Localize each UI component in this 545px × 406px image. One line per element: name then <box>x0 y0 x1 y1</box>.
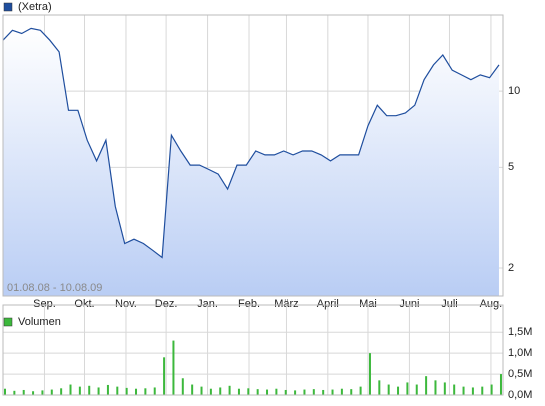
x-tick-label: Sep. <box>33 298 56 310</box>
x-tick-label: Okt. <box>74 298 94 310</box>
legend-swatch <box>3 2 13 12</box>
date-range: 01.08.08 - 10.08.09 <box>7 282 102 294</box>
volume-bar <box>219 387 222 395</box>
volume-bar <box>181 378 184 395</box>
volume-bar <box>153 387 156 395</box>
volume-bar <box>415 384 418 395</box>
volume-bar <box>191 384 194 395</box>
volume-bar <box>443 382 446 395</box>
volume-bar <box>425 376 428 395</box>
volume-bar <box>275 388 278 395</box>
volume-bar <box>106 384 109 395</box>
volume-bar <box>331 389 334 395</box>
volume-bar <box>397 386 400 395</box>
legend-swatch <box>3 317 13 327</box>
x-tick-label: März <box>274 298 298 310</box>
x-tick-label: Nov. <box>115 298 137 310</box>
volume-bar <box>378 380 381 395</box>
volume-bar <box>209 388 212 395</box>
volume-bar <box>41 390 44 395</box>
x-tick-label: Juni <box>399 298 419 310</box>
price-line <box>2 27 500 259</box>
volume-bar <box>69 384 72 395</box>
volume-bar <box>125 387 128 395</box>
y-tick-label: 0,5M <box>508 368 532 380</box>
volume-bar <box>88 385 91 395</box>
volume-bar <box>434 380 437 395</box>
volume-bar <box>284 389 287 395</box>
volume-bar <box>228 385 231 395</box>
volume-bar <box>312 389 315 395</box>
plot-frame <box>2 14 504 297</box>
volume-bar <box>247 388 250 395</box>
volume-bar <box>256 389 259 395</box>
volume-bar <box>481 386 484 395</box>
x-tick-label: Aug. <box>480 298 503 310</box>
y-tick-label: 5 <box>508 161 514 173</box>
volume-bar <box>135 388 138 395</box>
volume-bar <box>163 357 166 395</box>
volume-bar <box>78 386 81 395</box>
volume-bar <box>359 386 362 395</box>
volume-bar <box>4 388 6 395</box>
volume-bar <box>471 387 474 395</box>
volume-bar <box>303 389 306 395</box>
volume-bar <box>32 391 35 395</box>
x-tick-label: April <box>317 298 339 310</box>
y-tick-label: 0,0M <box>508 389 532 401</box>
x-tick-label: Juli <box>441 298 458 310</box>
volume-bar <box>406 382 409 395</box>
x-tick-label: Mai <box>359 298 377 310</box>
volume-bar <box>322 389 325 395</box>
plot-frame <box>2 304 504 396</box>
volume-bar <box>294 390 297 395</box>
volume-bar <box>453 384 456 395</box>
volume-bar <box>368 353 371 395</box>
y-tick-label: 10 <box>508 85 520 97</box>
x-tick-label: Jan. <box>197 298 218 310</box>
volume-bar <box>387 384 390 395</box>
volume-bar <box>350 389 353 395</box>
volume-bar <box>172 340 175 395</box>
area <box>3 28 499 297</box>
volume-bar <box>116 386 119 395</box>
volume-bar <box>13 390 16 395</box>
x-tick-label: Feb. <box>238 298 260 310</box>
volume-bar <box>462 386 465 395</box>
y-tick-label: 1,5M <box>508 326 532 338</box>
volume-bar <box>340 388 343 395</box>
volume-bar <box>144 388 147 395</box>
y-tick-label: 1,0M <box>508 347 532 359</box>
volume-bar <box>97 387 100 395</box>
x-tick-label: Dez. <box>155 298 178 310</box>
volume-bar <box>490 384 493 395</box>
legend-label: Volumen <box>18 316 61 328</box>
volume-bar <box>237 388 240 395</box>
volume-bar <box>266 389 269 395</box>
volume-bar <box>60 388 63 395</box>
volume-bar <box>50 389 53 395</box>
volume-bar <box>200 386 203 395</box>
legend-label: (Xetra) <box>18 1 52 13</box>
y-tick-label: 2 <box>508 262 514 274</box>
volume-bar <box>499 374 502 395</box>
volume-bar <box>22 389 25 395</box>
